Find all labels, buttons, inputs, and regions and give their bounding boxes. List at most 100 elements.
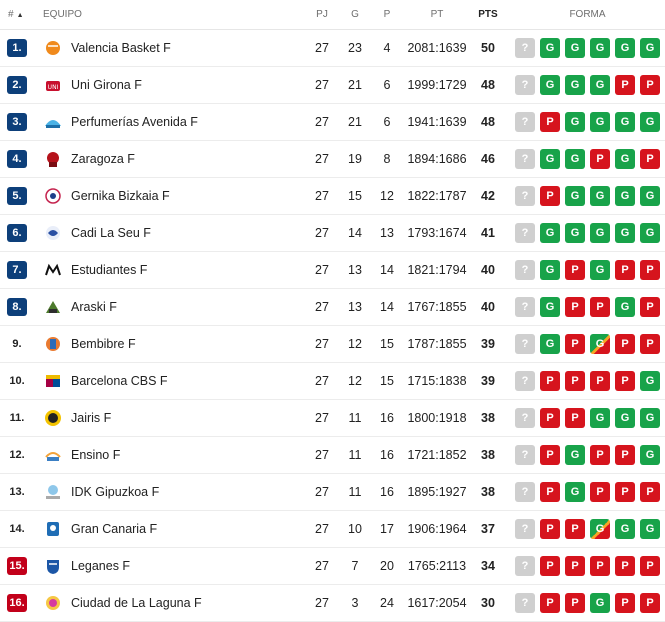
form-unknown-badge[interactable]: ? <box>515 334 535 354</box>
team-name-link[interactable]: Araski F <box>71 300 117 314</box>
form-win-badge[interactable]: G <box>540 38 560 58</box>
team-name-link[interactable]: Barcelona CBS F <box>71 374 168 388</box>
table-row[interactable]: 12. Ensino F 27 11 16 1721:1852 38 ? P G P P… <box>0 437 665 474</box>
table-row[interactable]: 7. Estudiantes F 27 13 14 1821:1794 40 ?… <box>0 252 665 289</box>
table-row[interactable]: 1. Valencia Basket F 27 23 4 2081:1639 5… <box>0 30 665 67</box>
team-name-link[interactable]: Cadi La Seu F <box>71 226 151 240</box>
table-row[interactable]: 14. Gran Canaria F 27 10 17 1906:1964 37… <box>0 511 665 548</box>
form-loss-badge[interactable]: P <box>540 408 560 428</box>
form-win-badge[interactable]: G <box>565 75 585 95</box>
table-row[interactable]: 16. Ciudad de La Laguna F 27 3 24 1617:2… <box>0 585 665 622</box>
form-loss-badge[interactable]: P <box>565 593 585 613</box>
form-win-badge[interactable]: G <box>590 38 610 58</box>
sort-rank-header[interactable]: # ▲ <box>8 9 24 20</box>
g-column-header[interactable]: G <box>351 9 359 20</box>
team-name-link[interactable]: Zaragoza F <box>71 152 135 166</box>
form-loss-badge[interactable]: P <box>615 482 635 502</box>
form-win-badge[interactable]: G <box>590 593 610 613</box>
form-win-badge[interactable]: G <box>540 149 560 169</box>
form-win-badge[interactable]: G <box>590 408 610 428</box>
form-win-badge[interactable]: G <box>540 260 560 280</box>
team-name-link[interactable]: Leganes F <box>71 559 131 573</box>
form-unknown-badge[interactable]: ? <box>515 408 535 428</box>
form-unknown-badge[interactable]: ? <box>515 38 535 58</box>
table-row[interactable]: 6. Cadi La Seu F 27 14 13 1793:1674 41 ?… <box>0 215 665 252</box>
form-loss-badge[interactable]: P <box>565 556 585 576</box>
form-win-badge[interactable]: G <box>540 223 560 243</box>
form-win-badge[interactable]: G <box>565 445 585 465</box>
form-win-badge[interactable]: G <box>565 482 585 502</box>
form-loss-badge[interactable]: P <box>590 371 610 391</box>
form-unknown-badge[interactable]: ? <box>515 186 535 206</box>
form-win-badge[interactable]: G <box>590 334 610 354</box>
form-loss-badge[interactable]: P <box>640 75 660 95</box>
form-loss-badge[interactable]: P <box>565 297 585 317</box>
p-column-header[interactable]: P <box>383 9 391 20</box>
form-loss-badge[interactable]: P <box>540 112 560 132</box>
form-loss-badge[interactable]: P <box>640 482 660 502</box>
form-unknown-badge[interactable]: ? <box>515 223 535 243</box>
team-name-link[interactable]: Perfumerías Avenida F <box>71 115 198 129</box>
form-win-badge[interactable]: G <box>590 519 610 539</box>
form-loss-badge[interactable]: P <box>540 482 560 502</box>
form-unknown-badge[interactable]: ? <box>515 482 535 502</box>
form-win-badge[interactable]: G <box>615 297 635 317</box>
table-row[interactable]: 11. Jairis F 27 11 16 1800:1918 38 ? P P G G… <box>0 400 665 437</box>
uni-girona-logo[interactable]: UNI <box>43 75 63 95</box>
team-name-link[interactable]: Bembibre F <box>71 337 136 351</box>
form-loss-badge[interactable]: P <box>540 371 560 391</box>
form-loss-badge[interactable]: P <box>640 593 660 613</box>
barcelona-logo[interactable] <box>43 371 63 391</box>
form-win-badge[interactable]: G <box>640 371 660 391</box>
table-row[interactable]: 4. Zaragoza F 27 19 8 1894:1686 46 ? G G P G… <box>0 141 665 178</box>
team-name-link[interactable]: Ciudad de La Laguna F <box>71 596 202 610</box>
form-unknown-badge[interactable]: ? <box>515 112 535 132</box>
form-loss-badge[interactable]: P <box>540 556 560 576</box>
form-loss-badge[interactable]: P <box>565 371 585 391</box>
form-loss-badge[interactable]: P <box>590 556 610 576</box>
zaragoza-logo[interactable] <box>43 149 63 169</box>
form-unknown-badge[interactable]: ? <box>515 519 535 539</box>
form-loss-badge[interactable]: P <box>615 260 635 280</box>
form-loss-badge[interactable]: P <box>590 482 610 502</box>
form-loss-badge[interactable]: P <box>540 519 560 539</box>
form-loss-badge[interactable]: P <box>615 334 635 354</box>
form-win-badge[interactable]: G <box>640 445 660 465</box>
form-win-badge[interactable]: G <box>615 223 635 243</box>
estudiantes-logo[interactable] <box>43 260 63 280</box>
form-win-badge[interactable]: G <box>615 408 635 428</box>
form-win-badge[interactable]: G <box>565 223 585 243</box>
table-row[interactable]: 8. Araski F 27 13 14 1767:1855 40 ? G P P G P <box>0 289 665 326</box>
perfumerias-avenida-logo[interactable] <box>43 112 63 132</box>
form-win-badge[interactable]: G <box>565 112 585 132</box>
form-win-badge[interactable]: G <box>590 75 610 95</box>
form-loss-badge[interactable]: P <box>565 260 585 280</box>
form-win-badge[interactable]: G <box>590 112 610 132</box>
idk-gipuzkoa-logo[interactable] <box>43 482 63 502</box>
table-row[interactable]: 15. Leganes F 27 7 20 1765:2113 34 ? P P P P… <box>0 548 665 585</box>
form-loss-badge[interactable]: P <box>615 593 635 613</box>
form-unknown-badge[interactable]: ? <box>515 149 535 169</box>
form-loss-badge[interactable]: P <box>615 371 635 391</box>
form-win-badge[interactable]: G <box>565 38 585 58</box>
leganes-logo[interactable] <box>43 556 63 576</box>
form-win-badge[interactable]: G <box>615 519 635 539</box>
team-name-link[interactable]: Valencia Basket F <box>71 41 171 55</box>
team-column-header[interactable]: EQUIPO <box>43 9 82 20</box>
form-win-badge[interactable]: G <box>640 186 660 206</box>
form-win-badge[interactable]: G <box>565 186 585 206</box>
form-win-badge[interactable]: G <box>590 186 610 206</box>
team-name-link[interactable]: Estudiantes F <box>71 263 148 277</box>
form-loss-badge[interactable]: P <box>565 408 585 428</box>
form-win-badge[interactable]: G <box>565 149 585 169</box>
table-row[interactable]: 5. Gernika Bizkaia F 27 15 12 1822:1787 … <box>0 178 665 215</box>
pj-column-header[interactable]: PJ <box>316 9 328 20</box>
team-name-link[interactable]: Gran Canaria F <box>71 522 158 536</box>
form-win-badge[interactable]: G <box>590 223 610 243</box>
form-unknown-badge[interactable]: ? <box>515 556 535 576</box>
form-win-badge[interactable]: G <box>615 38 635 58</box>
form-loss-badge[interactable]: P <box>590 149 610 169</box>
form-win-badge[interactable]: G <box>540 75 560 95</box>
team-name-link[interactable]: Uni Girona F <box>71 78 142 92</box>
form-loss-badge[interactable]: P <box>640 556 660 576</box>
